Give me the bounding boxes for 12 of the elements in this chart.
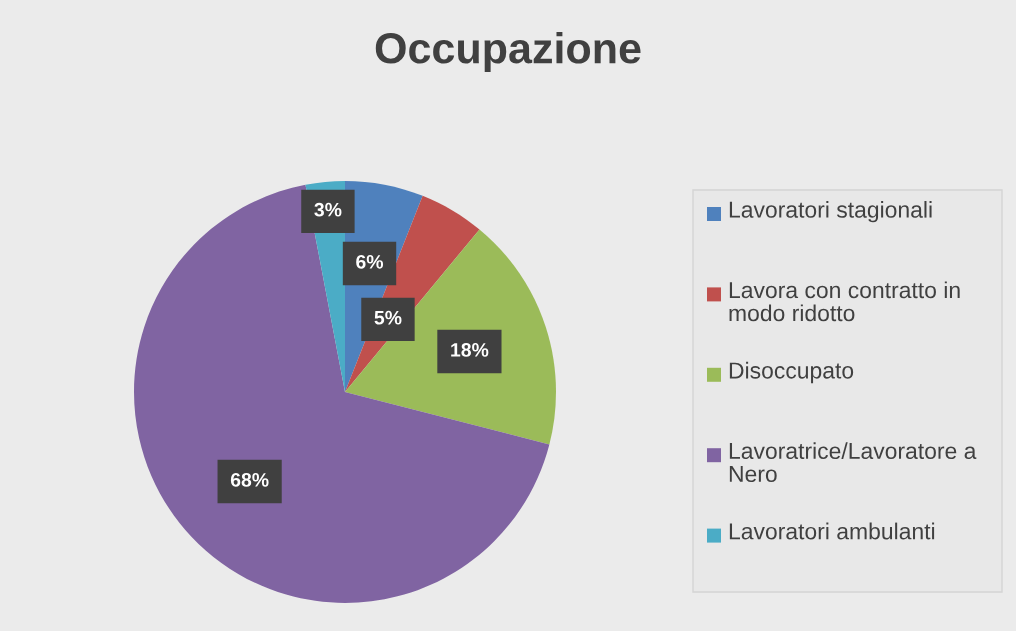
legend-label: Lavoratrice/Lavoratore a Nero	[729, 442, 977, 483]
data-label: 3%	[314, 202, 342, 217]
legend-label: Disoccupato	[729, 361, 854, 384]
chart-title: Occupazione	[375, 31, 641, 73]
data-label: 18%	[451, 343, 489, 357]
pie-slice	[134, 184, 550, 603]
data-label: 5%	[374, 310, 402, 325]
legend-label: Lavoratori stagionali	[729, 201, 932, 223]
legend-label: Lavora con contratto in modo ridotto	[729, 281, 960, 322]
legend-label: Lavoratori ambulanti	[729, 522, 935, 540]
data-label: 68%	[230, 473, 269, 487]
data-label: 6%	[356, 254, 384, 269]
